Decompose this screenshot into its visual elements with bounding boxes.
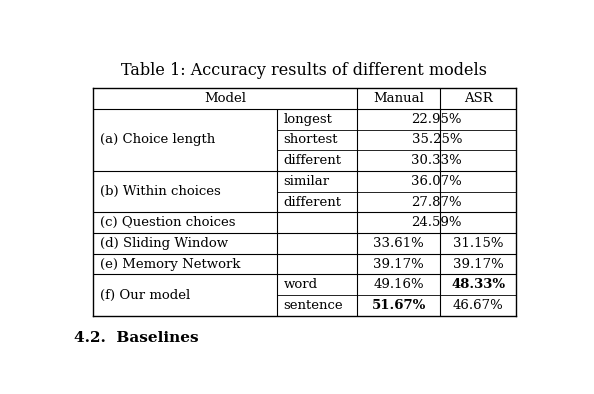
Text: (b) Within choices: (b) Within choices [100, 185, 220, 198]
Text: (d) Sliding Window: (d) Sliding Window [100, 237, 228, 250]
Text: 4.2.  Baselines: 4.2. Baselines [74, 331, 199, 345]
Text: 33.61%: 33.61% [374, 237, 424, 250]
Text: sentence: sentence [284, 299, 343, 312]
Text: 51.67%: 51.67% [372, 299, 426, 312]
Text: shortest: shortest [284, 134, 338, 147]
Text: 48.33%: 48.33% [451, 278, 505, 291]
Text: (c) Question choices: (c) Question choices [100, 216, 235, 229]
Text: (f) Our model: (f) Our model [100, 288, 190, 301]
Text: 31.15%: 31.15% [453, 237, 504, 250]
Text: 39.17%: 39.17% [374, 258, 424, 271]
Text: word: word [284, 278, 318, 291]
Text: ASR: ASR [464, 92, 492, 105]
Text: 46.67%: 46.67% [453, 299, 504, 312]
Text: Table 1: Accuracy results of different models: Table 1: Accuracy results of different m… [121, 63, 488, 80]
Text: different: different [284, 154, 342, 167]
Text: 36.07%: 36.07% [412, 175, 462, 188]
Text: Model: Model [204, 92, 246, 105]
Text: 30.33%: 30.33% [412, 154, 462, 167]
Text: similar: similar [284, 175, 330, 188]
Text: 24.59%: 24.59% [412, 216, 462, 229]
Text: 35.25%: 35.25% [412, 134, 462, 147]
Text: (e) Memory Network: (e) Memory Network [100, 258, 240, 271]
Text: (a) Choice length: (a) Choice length [100, 134, 215, 147]
Text: 27.87%: 27.87% [412, 195, 462, 208]
Text: 39.17%: 39.17% [453, 258, 504, 271]
Text: 22.95%: 22.95% [412, 113, 462, 126]
Text: different: different [284, 195, 342, 208]
Text: longest: longest [284, 113, 333, 126]
Text: 49.16%: 49.16% [374, 278, 424, 291]
Text: Manual: Manual [374, 92, 424, 105]
